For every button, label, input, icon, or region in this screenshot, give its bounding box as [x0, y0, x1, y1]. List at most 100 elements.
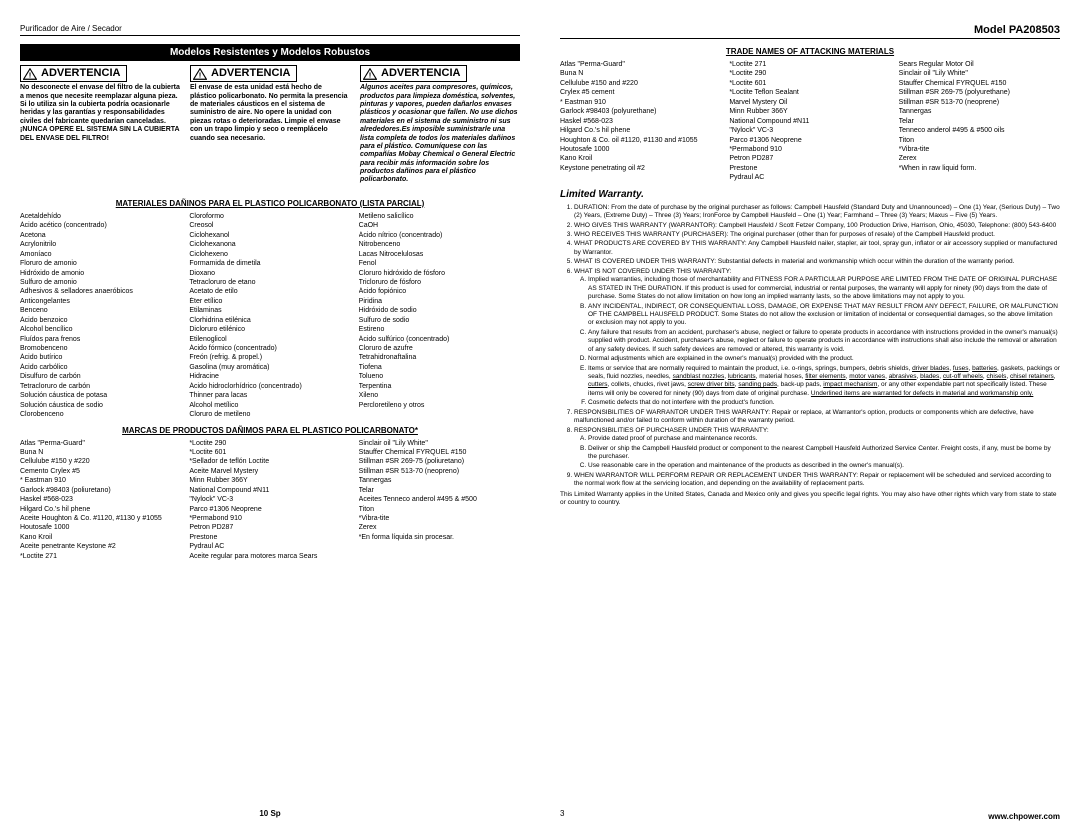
list-item: Etilaminas	[189, 306, 350, 315]
list-item: National Compound #N11	[189, 486, 350, 495]
list-item: Adhesivos & selladores anaeróbicos	[20, 287, 181, 296]
list-item: Freón (refrig. & propel.)	[189, 353, 350, 362]
list-item: Stillman #SR 513-70 (neoprene)	[899, 98, 1060, 107]
svg-text:!: !	[29, 70, 32, 79]
list-item: Tetracloruro de carbón	[20, 382, 181, 391]
list-item: Haskel #568-023	[20, 495, 181, 504]
list-item: Amoníaco	[20, 250, 181, 259]
brands-col-3: Sinclair oil "Lily White"Stauffer Chemic…	[359, 439, 520, 562]
list-item: Thinner para lacas	[189, 391, 350, 400]
list-item: Hilgard Co.'s hil phene	[560, 126, 721, 135]
list-item: *En forma líquida sin procesar.	[359, 533, 520, 542]
svg-text:!: !	[199, 70, 202, 79]
list-item: Titon	[899, 136, 1060, 145]
list-item: Alcohol bencílico	[20, 325, 181, 334]
list-item: Prestone	[189, 533, 350, 542]
list-item: Sears Regular Motor Oil	[899, 60, 1060, 69]
list-item: Aceite regular para motores marca Sears	[189, 552, 350, 561]
warranty-item: WHO RECEIVES THIS WARRANTY (PURCHASER): …	[574, 231, 1060, 239]
list-item: *Loctite 271	[20, 552, 181, 561]
list-item: Houtosafe 1000	[20, 523, 181, 532]
brands-list: Atlas "Perma-Guard"Buna NCellulube #150 …	[20, 439, 520, 562]
list-item: Garlock #98403 (polyurethane)	[560, 107, 721, 116]
list-item: Fluídos para frenos	[20, 335, 181, 344]
warranty-item: RESPONSIBILITIES OF PURCHASER UNDER THIS…	[574, 427, 1060, 471]
warning-col-1: ! ADVERTENCIA No desconecte el envase de…	[20, 65, 180, 185]
list-item: *Loctite 601	[189, 448, 350, 457]
warranty-subitem: Normal adjustments which are explained i…	[588, 355, 1060, 363]
list-item: Ácido benzoico	[20, 316, 181, 325]
right-page: Model PA208503 TRADE NAMES OF ATTACKING …	[540, 0, 1080, 834]
list-item: Ácido fopiónico	[359, 287, 520, 296]
list-item: Atlas "Perma-Guard"	[20, 439, 181, 448]
warranty-subitem: Deliver or ship the Campbell Hausfeld pr…	[588, 445, 1060, 462]
list-item: *Loctite 290	[729, 69, 890, 78]
warning-badge: ! ADVERTENCIA	[360, 65, 467, 82]
warranty-item: DURATION: From the date of purchase by t…	[574, 204, 1060, 221]
list-item: Acetato de etilo	[189, 287, 350, 296]
page-number-right: 3	[560, 809, 1060, 818]
list-item: Hidróxido de sodio	[359, 306, 520, 315]
list-item: Aceite Marvel Mystery	[189, 467, 350, 476]
list-item: Marvel Mystery Oil	[729, 98, 890, 107]
warning-label: ADVERTENCIA	[381, 67, 460, 80]
warranty-subitem: Provide dated proof of purchase and main…	[588, 435, 1060, 443]
warranty-body: DURATION: From the date of purchase by t…	[560, 204, 1060, 508]
list-item: Acetaldehído	[20, 212, 181, 221]
materials-title: MATERIALES DAÑINOS PARA EL PLASTICO POLI…	[20, 199, 520, 208]
list-item: Piridina	[359, 297, 520, 306]
left-page: Purificador de Aire / Secador Modelos Re…	[0, 0, 540, 834]
list-item: Floruro de amonio	[20, 259, 181, 268]
warning-triangle-icon: !	[363, 68, 377, 80]
list-item: Houtosafe 1000	[560, 145, 721, 154]
list-item: Cemento Crylex #5	[20, 467, 181, 476]
list-item: Parco #1306 Neoprene	[729, 136, 890, 145]
warranty-subitem: Use reasonable care in the operation and…	[588, 462, 1060, 470]
list-item: Anticongelantes	[20, 297, 181, 306]
warning-col-3: ! ADVERTENCIA Algunos aceites para compr…	[360, 65, 520, 185]
list-item: Stillman #SR 269-75 (polyurethane)	[899, 88, 1060, 97]
list-item: Alcohol metílico	[189, 401, 350, 410]
list-item: Metileno salicílico	[359, 212, 520, 221]
list-item: Ácido fórmico (concentrado)	[189, 344, 350, 353]
list-item: Ciclohexeno	[189, 250, 350, 259]
list-item: Ácido hidroclorhídrico (concentrado)	[189, 382, 350, 391]
list-item: Dicloruro etilénico	[189, 325, 350, 334]
list-item: Pydraul AC	[189, 542, 350, 551]
warning-triangle-icon: !	[193, 68, 207, 80]
list-item: Formamida de dimetila	[189, 259, 350, 268]
list-item: Creosol	[189, 221, 350, 230]
list-item: Haskel #568-023	[560, 117, 721, 126]
list-item: Ácido butírico	[20, 353, 181, 362]
list-item: Ácido sulfúrico (concentrado)	[359, 335, 520, 344]
list-item: Éter etílico	[189, 297, 350, 306]
list-item: Ácido carbólico	[20, 363, 181, 372]
list-item: Cloruro hidróxido de fósforo	[359, 269, 520, 278]
list-item: National Compound #N11	[729, 117, 890, 126]
list-item: Prestone	[729, 164, 890, 173]
list-item: Dioxano	[189, 269, 350, 278]
list-item: * Eastman 910	[20, 476, 181, 485]
list-item: Sinclair oil "Lily White"	[899, 69, 1060, 78]
list-item: *Loctite 601	[729, 79, 890, 88]
list-item: Disulfuro de carbón	[20, 372, 181, 381]
list-item: Clorhidrina etilénica	[189, 316, 350, 325]
warranty-subitem: Implied warranties, including those of m…	[588, 276, 1060, 301]
list-item: Hidracine	[189, 372, 350, 381]
section-band: Modelos Resistentes y Modelos Robustos	[20, 44, 520, 61]
attack-list: Atlas "Perma-Guard"Buna NCellulube #150 …	[560, 60, 1060, 183]
list-item: Pydraul AC	[729, 173, 890, 182]
list-item: Ácido nítrico (concentrado)	[359, 231, 520, 240]
warning-triangle-icon: !	[23, 68, 37, 80]
attack-col-3: Sears Regular Motor OilSinclair oil "Lil…	[899, 60, 1060, 183]
list-item: Sulfuro de sodio	[359, 316, 520, 325]
materials-col-1: AcetaldehídoÁcido acético (concentrado)A…	[20, 212, 181, 420]
materials-col-3: Metileno salicílicoCaOHÁcido nítrico (co…	[359, 212, 520, 420]
list-item: Garlock #98403 (poliuretano)	[20, 486, 181, 495]
warning-col-2: ! ADVERTENCIA El envase de esta unidad e…	[190, 65, 350, 185]
list-item: Stauffer Chemical FYRQUEL #150	[899, 79, 1060, 88]
list-item: Solución cáustica de potasa	[20, 391, 181, 400]
list-item: Aceites Tenneco anderol #495 & #500	[359, 495, 520, 504]
brands-col-1: Atlas "Perma-Guard"Buna NCellulube #150 …	[20, 439, 181, 562]
list-item: Crylex #5 cement	[560, 88, 721, 97]
